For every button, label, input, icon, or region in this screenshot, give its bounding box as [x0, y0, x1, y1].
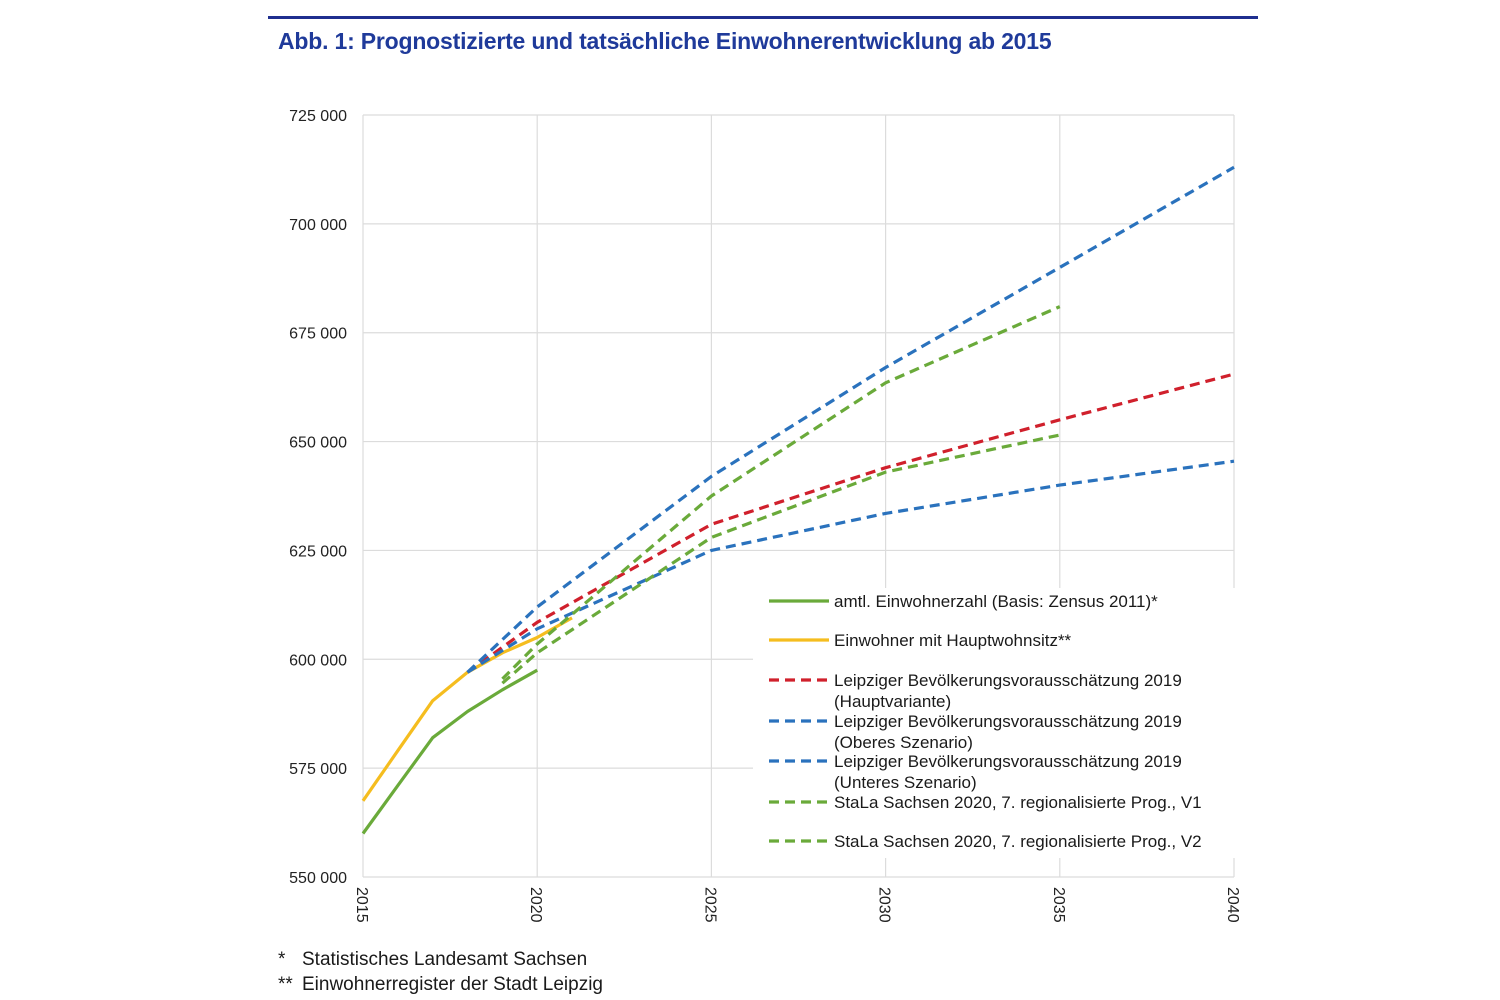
y-tick-label: 550 000: [289, 870, 347, 887]
footnote-2: ** Einwohnerregister der Stadt Leipzig: [278, 972, 603, 997]
footnote-text: Einwohnerregister der Stadt Leipzig: [302, 974, 604, 995]
footnotes: * Statistisches Landesamt Sachsen ** Einwo…: [278, 947, 603, 997]
series-line-solid-2: [361, 616, 573, 802]
x-tick-label: 2015: [353, 887, 370, 923]
series-line-dashed-7: [501, 433, 1061, 685]
legend-background: [753, 588, 1243, 858]
series-line-dashed-6: [501, 305, 1061, 681]
footnote-mark: *: [278, 949, 286, 970]
legend-label: Leipziger Bevölkerungsvorausschätzung 20…: [834, 671, 1182, 690]
y-tick-label: 575 000: [289, 761, 347, 778]
series-line-dashed-5: [466, 459, 1235, 674]
legend-label: StaLa Sachsen 2020, 7. regionalisierte P…: [834, 832, 1202, 851]
x-tick-label: 2025: [701, 887, 718, 923]
y-tick-label: 725 000: [289, 108, 347, 125]
legend-label: Leipziger Bevölkerungsvorausschätzung 20…: [834, 712, 1182, 731]
legend-label: (Unteres Szenario): [834, 773, 977, 792]
legend-label: (Oberes Szenario): [834, 733, 973, 752]
footnote-1: * Statistisches Landesamt Sachsen: [278, 947, 603, 972]
series-line-solid-1: [361, 668, 538, 835]
series-line-dashed-4: [466, 165, 1235, 674]
x-tick-label: 2040: [1224, 887, 1241, 923]
x-tick-label: 2035: [1050, 887, 1067, 923]
top-rule: [268, 16, 1258, 19]
chart-title: Abb. 1: Prognostizierte und tatsächliche…: [278, 28, 1052, 54]
y-tick-label: 600 000: [289, 652, 347, 669]
legend-label: amtl. Einwohnerzahl (Basis: Zensus 2011)…: [834, 592, 1158, 611]
x-tick-label: 2030: [876, 887, 893, 923]
y-tick-label: 650 000: [289, 435, 347, 452]
legend-label: Einwohner mit Hauptwohnsitz**: [834, 631, 1072, 650]
footnote-text: Statistisches Landesamt Sachsen: [302, 949, 588, 970]
y-axis-ticks: 550 000 575 000 600 000 625 000 650 000 675 0…: [289, 108, 347, 887]
legend-label: StaLa Sachsen 2020, 7. regionalisierte P…: [834, 793, 1202, 812]
y-tick-label: 625 000: [289, 543, 347, 560]
x-axis-ticks: 2015 2020 2025 2030 2035 2040: [353, 887, 1241, 923]
y-tick-label: 675 000: [289, 326, 347, 343]
legend: amtl. Einwohnerzahl (Basis: Zensus 2011)…: [769, 592, 1202, 851]
series-lines: [361, 165, 1235, 835]
y-tick-label: 700 000: [289, 217, 347, 234]
footnote-mark: **: [278, 974, 293, 995]
series-line-dashed-3: [466, 372, 1235, 674]
legend-label: Leipziger Bevölkerungsvorausschätzung 20…: [834, 752, 1182, 771]
legend-label: (Hauptvariante): [834, 692, 951, 711]
x-tick-label: 2020: [527, 887, 544, 923]
